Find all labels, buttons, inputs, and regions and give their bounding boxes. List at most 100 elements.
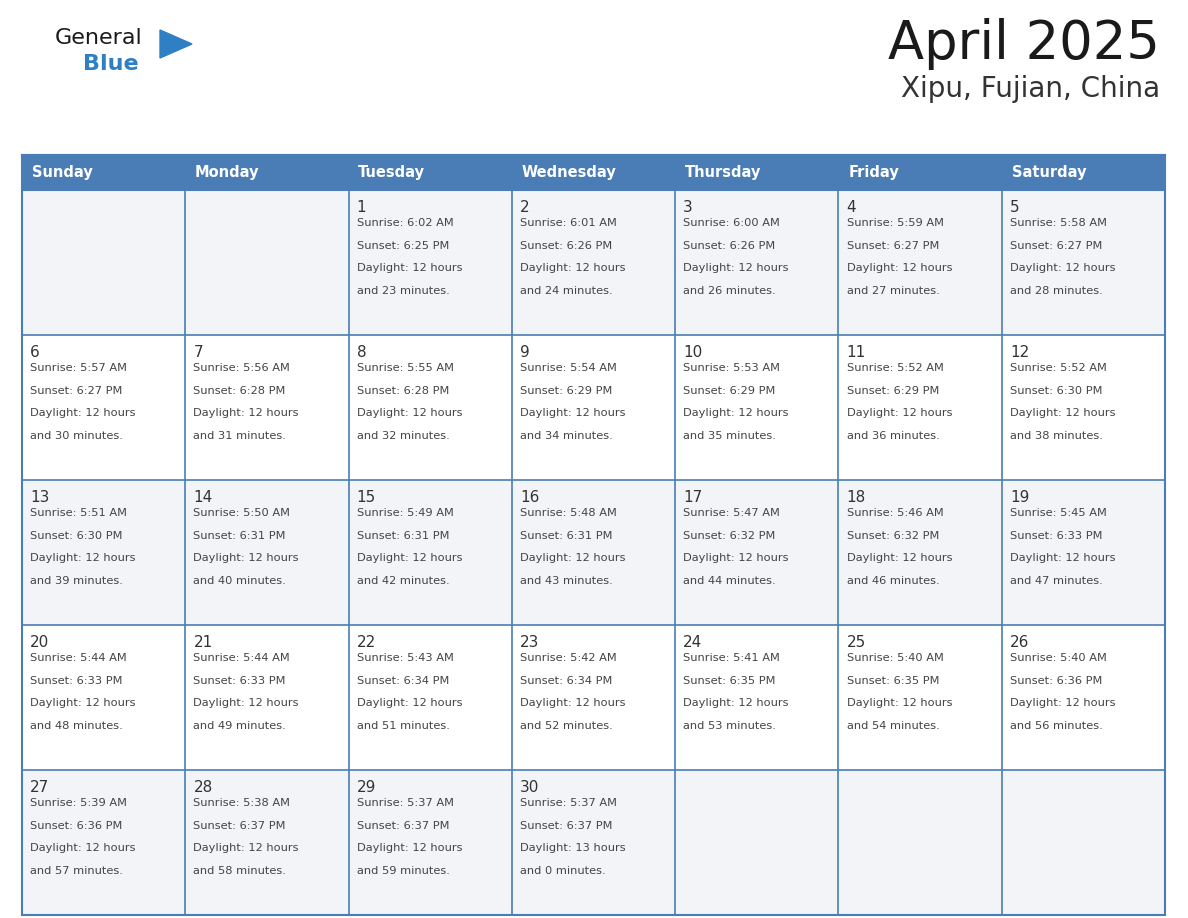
- Text: and 54 minutes.: and 54 minutes.: [847, 721, 940, 731]
- Text: Sunrise: 5:40 AM: Sunrise: 5:40 AM: [1010, 653, 1107, 663]
- Text: and 0 minutes.: and 0 minutes.: [520, 866, 606, 876]
- Bar: [23, 625, 185, 770]
- Text: Sunset: 6:30 PM: Sunset: 6:30 PM: [1010, 386, 1102, 396]
- Bar: [348, 335, 512, 480]
- Text: 23: 23: [520, 635, 539, 650]
- Text: Daylight: 12 hours: Daylight: 12 hours: [847, 554, 952, 563]
- Text: Sunset: 6:27 PM: Sunset: 6:27 PM: [30, 386, 122, 396]
- Text: Sunset: 6:32 PM: Sunset: 6:32 PM: [683, 531, 776, 541]
- Text: Sunrise: 5:42 AM: Sunrise: 5:42 AM: [520, 653, 617, 663]
- Text: and 36 minutes.: and 36 minutes.: [847, 431, 940, 441]
- Text: Daylight: 12 hours: Daylight: 12 hours: [683, 263, 789, 273]
- Text: 16: 16: [520, 490, 539, 505]
- Text: 28: 28: [194, 780, 213, 795]
- Text: 1: 1: [356, 200, 366, 215]
- Text: 18: 18: [847, 490, 866, 505]
- Text: Sunset: 6:26 PM: Sunset: 6:26 PM: [683, 241, 776, 251]
- Bar: [185, 335, 348, 480]
- Text: Sunset: 6:27 PM: Sunset: 6:27 PM: [1010, 241, 1102, 251]
- Text: Daylight: 12 hours: Daylight: 12 hours: [194, 698, 299, 708]
- Text: Sunset: 6:37 PM: Sunset: 6:37 PM: [194, 821, 286, 831]
- Text: Sunset: 6:31 PM: Sunset: 6:31 PM: [194, 531, 286, 541]
- Text: Sunday: Sunday: [32, 165, 93, 180]
- Bar: [1001, 335, 1165, 480]
- Text: Daylight: 12 hours: Daylight: 12 hours: [194, 409, 299, 418]
- Text: and 43 minutes.: and 43 minutes.: [520, 576, 613, 586]
- Text: Sunset: 6:34 PM: Sunset: 6:34 PM: [520, 676, 612, 686]
- Text: Sunrise: 5:38 AM: Sunrise: 5:38 AM: [194, 798, 290, 808]
- Text: and 26 minutes.: and 26 minutes.: [683, 285, 776, 296]
- Bar: [348, 480, 512, 625]
- Text: Sunrise: 5:56 AM: Sunrise: 5:56 AM: [194, 364, 290, 373]
- Text: Sunrise: 5:44 AM: Sunrise: 5:44 AM: [30, 653, 127, 663]
- Text: Friday: Friday: [848, 165, 899, 180]
- Bar: [512, 335, 675, 480]
- Text: Sunset: 6:29 PM: Sunset: 6:29 PM: [520, 386, 612, 396]
- Text: Sunset: 6:37 PM: Sunset: 6:37 PM: [520, 821, 613, 831]
- Text: and 28 minutes.: and 28 minutes.: [1010, 285, 1102, 296]
- Text: Sunrise: 5:40 AM: Sunrise: 5:40 AM: [847, 653, 943, 663]
- Text: Daylight: 12 hours: Daylight: 12 hours: [847, 409, 952, 418]
- Text: Sunrise: 5:37 AM: Sunrise: 5:37 AM: [356, 798, 454, 808]
- Text: Sunrise: 5:59 AM: Sunrise: 5:59 AM: [847, 218, 943, 229]
- Text: 29: 29: [356, 780, 377, 795]
- Text: Sunset: 6:35 PM: Sunset: 6:35 PM: [683, 676, 776, 686]
- Text: Sunrise: 5:47 AM: Sunrise: 5:47 AM: [683, 509, 781, 518]
- Bar: [512, 190, 675, 335]
- Text: Xipu, Fujian, China: Xipu, Fujian, China: [901, 75, 1159, 103]
- Text: Daylight: 12 hours: Daylight: 12 hours: [683, 698, 789, 708]
- Text: Daylight: 12 hours: Daylight: 12 hours: [1010, 698, 1116, 708]
- Text: and 32 minutes.: and 32 minutes.: [356, 431, 449, 441]
- Bar: [185, 625, 348, 770]
- Text: Daylight: 12 hours: Daylight: 12 hours: [520, 409, 626, 418]
- Text: Sunrise: 5:43 AM: Sunrise: 5:43 AM: [356, 653, 454, 663]
- Text: and 39 minutes.: and 39 minutes.: [30, 576, 124, 586]
- Bar: [675, 480, 839, 625]
- Text: and 40 minutes.: and 40 minutes.: [194, 576, 286, 586]
- Text: 26: 26: [1010, 635, 1029, 650]
- Text: Sunset: 6:33 PM: Sunset: 6:33 PM: [30, 676, 122, 686]
- Text: and 48 minutes.: and 48 minutes.: [30, 721, 122, 731]
- Text: and 23 minutes.: and 23 minutes.: [356, 285, 449, 296]
- Text: and 31 minutes.: and 31 minutes.: [194, 431, 286, 441]
- Text: Sunrise: 5:51 AM: Sunrise: 5:51 AM: [30, 509, 127, 518]
- Text: Daylight: 12 hours: Daylight: 12 hours: [520, 698, 626, 708]
- Text: and 56 minutes.: and 56 minutes.: [1010, 721, 1102, 731]
- Text: Sunrise: 5:53 AM: Sunrise: 5:53 AM: [683, 364, 781, 373]
- Text: Daylight: 12 hours: Daylight: 12 hours: [194, 843, 299, 853]
- Text: General: General: [55, 28, 143, 48]
- Bar: [1001, 190, 1165, 335]
- Bar: [839, 190, 1001, 335]
- Text: and 52 minutes.: and 52 minutes.: [520, 721, 613, 731]
- Text: and 24 minutes.: and 24 minutes.: [520, 285, 613, 296]
- Text: and 53 minutes.: and 53 minutes.: [683, 721, 776, 731]
- Text: 10: 10: [683, 345, 702, 360]
- Text: April 2025: April 2025: [889, 18, 1159, 70]
- Text: and 59 minutes.: and 59 minutes.: [356, 866, 449, 876]
- Text: 3: 3: [683, 200, 693, 215]
- Bar: [512, 625, 675, 770]
- Text: Sunrise: 6:01 AM: Sunrise: 6:01 AM: [520, 218, 617, 229]
- Text: 17: 17: [683, 490, 702, 505]
- Text: Sunrise: 5:55 AM: Sunrise: 5:55 AM: [356, 364, 454, 373]
- Text: Sunset: 6:29 PM: Sunset: 6:29 PM: [683, 386, 776, 396]
- Bar: [839, 770, 1001, 915]
- Text: Sunrise: 5:54 AM: Sunrise: 5:54 AM: [520, 364, 617, 373]
- Text: Sunrise: 5:50 AM: Sunrise: 5:50 AM: [194, 509, 290, 518]
- Text: Sunset: 6:26 PM: Sunset: 6:26 PM: [520, 241, 612, 251]
- Bar: [23, 155, 185, 190]
- Bar: [512, 480, 675, 625]
- Bar: [185, 155, 348, 190]
- Text: Daylight: 12 hours: Daylight: 12 hours: [1010, 409, 1116, 418]
- Text: 30: 30: [520, 780, 539, 795]
- Text: Sunset: 6:34 PM: Sunset: 6:34 PM: [356, 676, 449, 686]
- Polygon shape: [160, 30, 192, 58]
- Text: and 27 minutes.: and 27 minutes.: [847, 285, 940, 296]
- Bar: [675, 190, 839, 335]
- Bar: [185, 770, 348, 915]
- Text: 6: 6: [30, 345, 40, 360]
- Text: Sunrise: 5:45 AM: Sunrise: 5:45 AM: [1010, 509, 1107, 518]
- Text: Daylight: 12 hours: Daylight: 12 hours: [356, 554, 462, 563]
- Text: 25: 25: [847, 635, 866, 650]
- Text: and 34 minutes.: and 34 minutes.: [520, 431, 613, 441]
